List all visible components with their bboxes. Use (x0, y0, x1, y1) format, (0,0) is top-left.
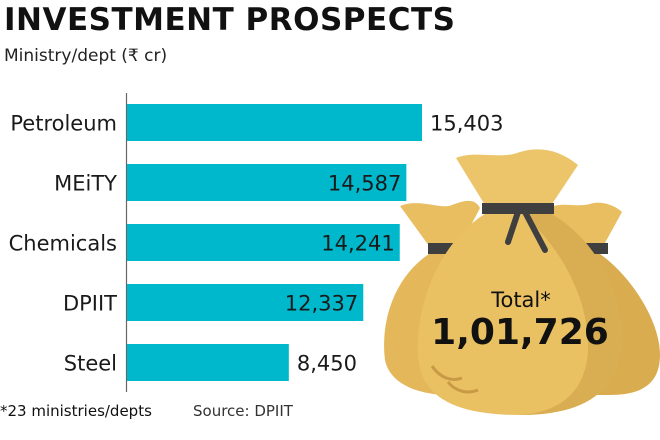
chart-subtitle: Ministry/dept (₹ cr) (4, 46, 168, 66)
total-label: Total* (491, 288, 551, 312)
bar-dpiit (127, 284, 364, 321)
chart-title: INVESTMENT PROSPECTS (4, 2, 456, 38)
value-label: 8,450 (297, 352, 357, 376)
value-label: 14,587 (328, 172, 401, 196)
money-bag-center (417, 149, 621, 415)
category-label: Petroleum (10, 112, 117, 136)
money-bag-icon (384, 149, 660, 415)
value-label: 15,403 (430, 112, 503, 136)
bar-chemicals (127, 224, 400, 261)
footnote: *23 ministries/depts (0, 402, 152, 420)
value-label: 12,337 (285, 292, 358, 316)
total-value: 1,01,726 (431, 312, 609, 353)
category-label: Steel (64, 352, 117, 376)
category-label: DPIIT (63, 292, 117, 316)
bar-steel (127, 344, 289, 381)
source-note: Source: DPIIT (193, 402, 293, 420)
bar-petroleum (127, 104, 422, 141)
category-label: Chemicals (9, 232, 117, 256)
category-label: MEiTY (54, 172, 117, 196)
bar-meity (127, 164, 407, 201)
value-label: 14,241 (321, 232, 394, 256)
